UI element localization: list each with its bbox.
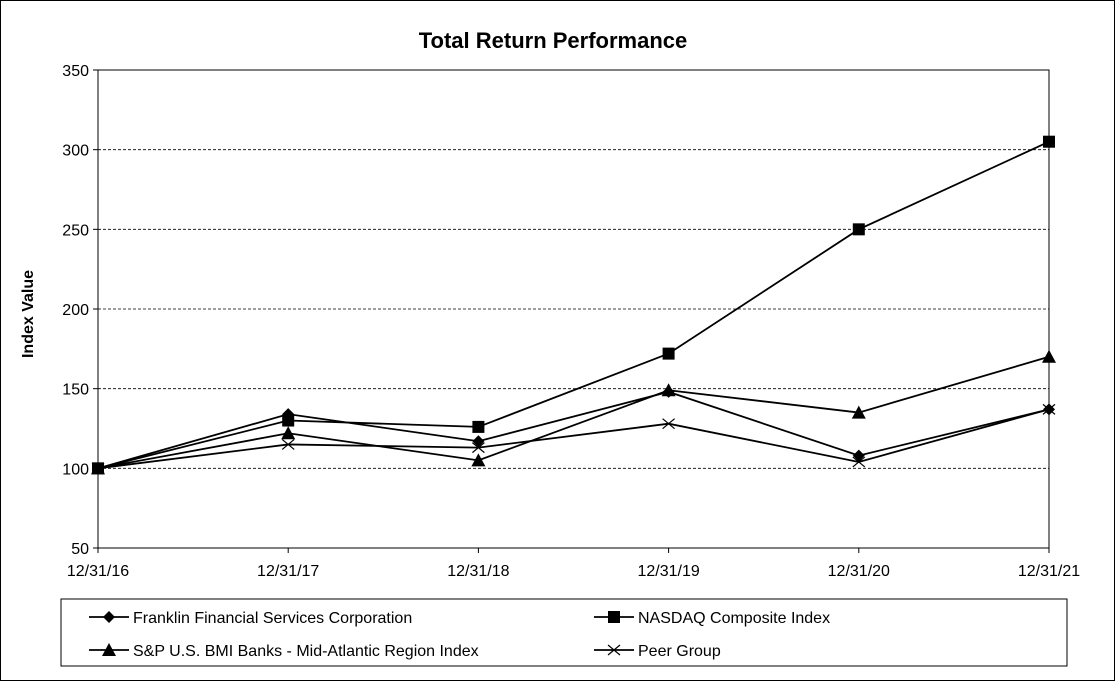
data-point-triangle — [471, 453, 486, 467]
series-line — [97, 408, 1050, 470]
data-point-triangle — [281, 426, 296, 440]
data-point-square — [472, 420, 485, 433]
y-tick-label: 50 — [71, 541, 89, 558]
data-point-triangle — [1042, 349, 1056, 363]
y-tick-label: 350 — [62, 63, 89, 80]
legend-marker-x — [607, 644, 621, 656]
series-x — [91, 403, 1056, 474]
x-tick-label: 12/31/18 — [447, 563, 509, 580]
legend-entry: Peer Group — [594, 643, 721, 660]
data-point-triangle — [851, 405, 866, 419]
series-diamond — [92, 385, 1055, 475]
series-line — [97, 140, 1050, 470]
x-tick-label: 12/31/21 — [1018, 563, 1080, 580]
data-point-triangle — [661, 383, 676, 397]
y-axis-label: Index Value — [20, 270, 37, 358]
legend-entry: Franklin Financial Services Corporation — [89, 610, 412, 627]
data-point-x — [1042, 403, 1056, 415]
data-point-x — [472, 442, 485, 454]
legend-entry: NASDAQ Composite Index — [594, 610, 830, 627]
data-point-diamond — [852, 449, 865, 462]
gridlines — [98, 149, 1049, 469]
data-point-x — [662, 418, 675, 430]
y-tick-label: 100 — [62, 461, 89, 478]
data-point-x — [91, 462, 105, 474]
y-tick-label: 300 — [62, 143, 89, 160]
legend-label: S&P U.S. BMI Banks - Mid-Atlantic Region… — [133, 643, 479, 660]
legend-marker-diamond — [103, 611, 115, 623]
series-square — [92, 135, 1055, 475]
x-tick-label: 12/31/20 — [828, 563, 890, 580]
series-line — [97, 355, 1050, 470]
legend: Franklin Financial Services Corporation N… — [60, 598, 1068, 667]
legend-entry: S&P U.S. BMI Banks - Mid-Atlantic Region… — [89, 643, 479, 660]
series-line — [97, 390, 1050, 470]
legend-label: NASDAQ Composite Index — [638, 610, 830, 627]
legend-box — [60, 598, 1068, 667]
y-tick-label: 250 — [62, 222, 89, 239]
legend-label: Peer Group — [638, 643, 721, 660]
chart-title: Total Return Performance — [419, 28, 688, 53]
x-tick-label: 12/31/19 — [637, 563, 699, 580]
data-point-square — [282, 414, 295, 427]
data-point-square — [662, 347, 675, 360]
data-point-x — [281, 438, 295, 450]
legend-marker-triangle — [102, 643, 116, 656]
axes: 50 100 150 200 250 300 350 12/31/16 12/31/17 12/3… — [62, 63, 1080, 580]
y-tick-label: 150 — [62, 382, 89, 399]
data-point-square — [852, 223, 865, 236]
x-tick-label: 12/31/16 — [67, 563, 129, 580]
data-point-x — [852, 456, 866, 468]
series-lines — [91, 135, 1056, 475]
series-triangle — [91, 349, 1056, 475]
x-tick-label: 12/31/17 — [257, 563, 319, 580]
legend-marker-square — [608, 611, 620, 623]
legend-label: Franklin Financial Services Corporation — [133, 610, 412, 627]
data-point-diamond — [472, 435, 485, 448]
data-point-square — [1043, 135, 1055, 148]
y-tick-label: 200 — [62, 302, 89, 319]
